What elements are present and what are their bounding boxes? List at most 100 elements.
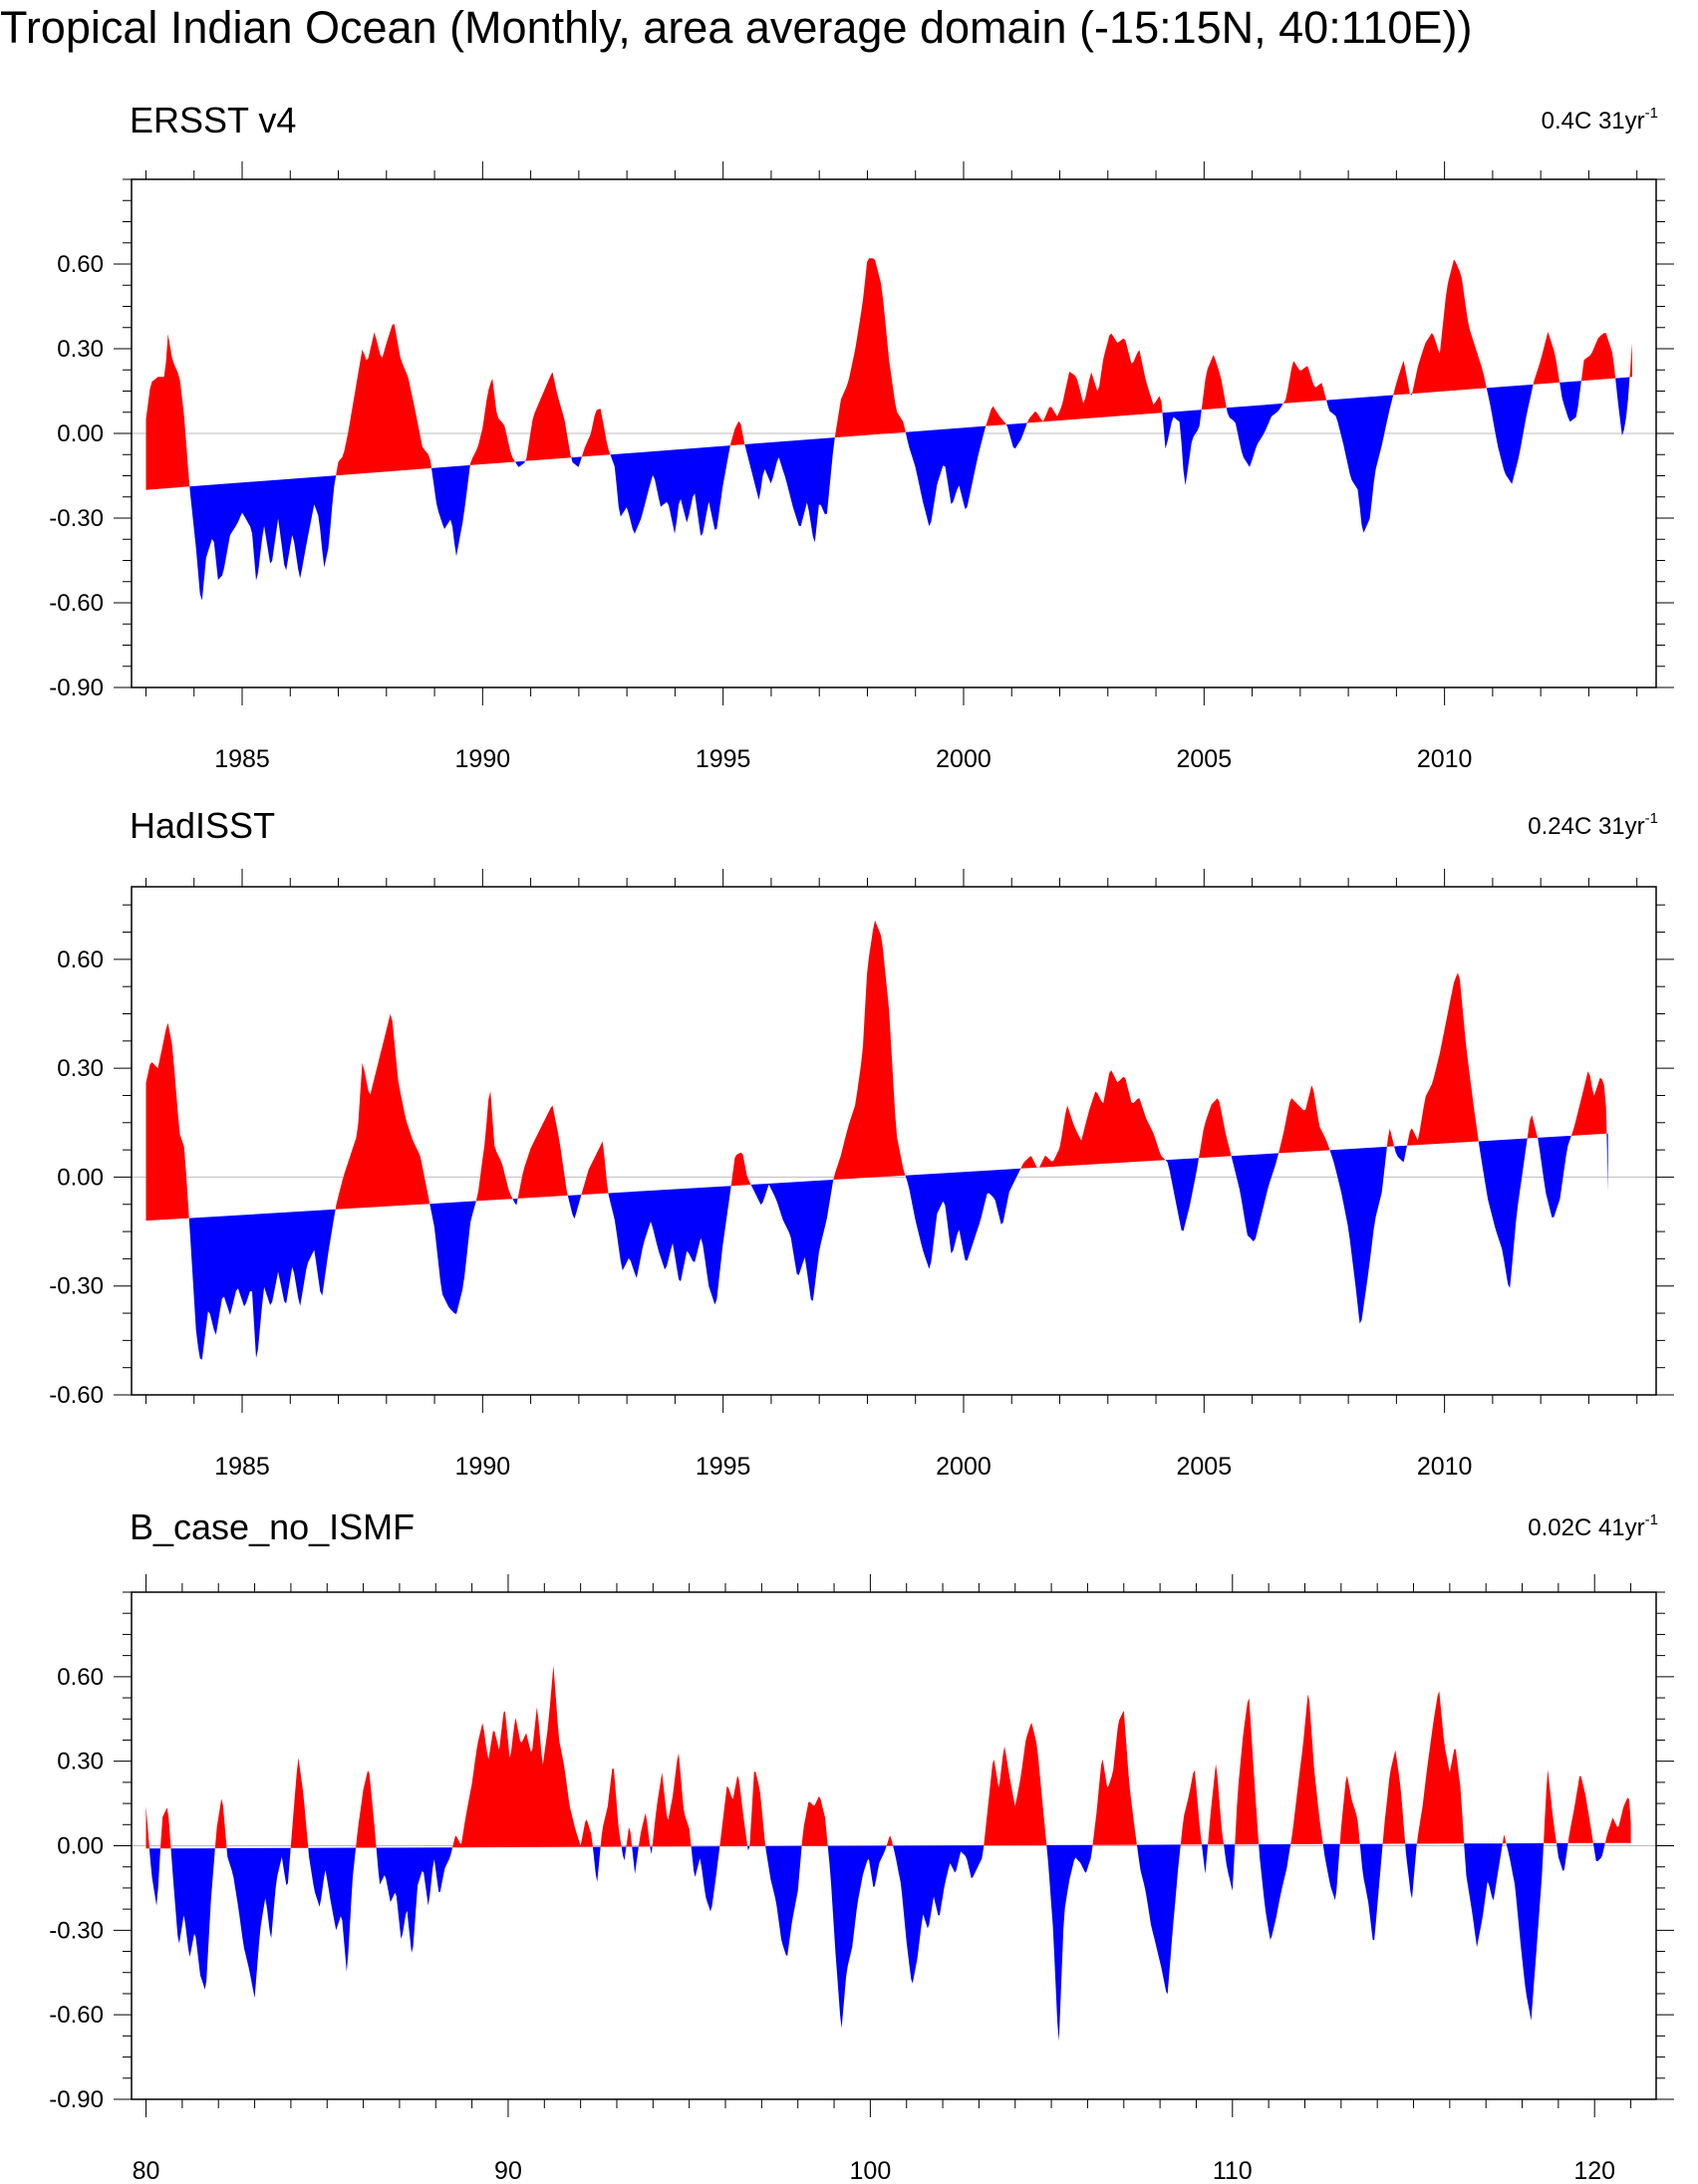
trend-label: 0.4C 31yr-1 (1542, 105, 1658, 135)
negative-anomaly-area (1359, 1843, 1383, 1941)
positive-anomaly-area (160, 1807, 171, 1849)
negative-anomaly-area (750, 1180, 834, 1301)
negative-anomaly-area (905, 425, 987, 527)
panel-ersst: ERSST v4 0.4C 31yr-1 0.60 0.30 0.00 -0.30 -0… (49, 100, 1674, 773)
positive-anomaly-area (1544, 1770, 1556, 1843)
positive-anomaly-area (1026, 333, 1163, 423)
negative-anomaly-area (744, 437, 835, 543)
x-tick-label: 1995 (696, 1453, 751, 1481)
panel-title: HadISST (130, 805, 275, 846)
negative-anomaly-area (1329, 1146, 1387, 1324)
positive-anomaly-area (452, 1665, 593, 1848)
x-tick-label: 90 (494, 2157, 522, 2184)
negative-anomaly-area (1259, 1844, 1291, 1940)
negative-anomaly-area (608, 1186, 731, 1305)
positive-anomaly-area (719, 1775, 748, 1847)
negative-anomaly-area (226, 1847, 291, 1999)
negative-anomaly-area (567, 1195, 582, 1220)
negative-anomaly-area (610, 445, 730, 536)
positive-anomaly-area (145, 1022, 189, 1222)
negative-anomaly-area (1410, 394, 1413, 396)
negative-anomaly-area (691, 1846, 720, 1912)
negative-anomaly-area (170, 1848, 215, 1990)
y-tick-label: 0.30 (57, 1055, 104, 1082)
y-tick-label: -0.60 (49, 1382, 104, 1409)
negative-anomaly-area (429, 1201, 476, 1314)
positive-anomaly-area (517, 1105, 568, 1199)
positive-anomaly-area (1278, 1085, 1330, 1154)
negative-anomaly-area (592, 1846, 601, 1882)
y-tick-label: 0.00 (57, 420, 104, 447)
positive-anomaly-area (1199, 1098, 1232, 1159)
positive-anomaly-area (1180, 1770, 1202, 1845)
positive-anomaly-area (356, 1771, 377, 1848)
negative-anomaly-area (189, 475, 337, 601)
positive-anomaly-area (886, 1835, 894, 1846)
positive-anomaly-area (336, 324, 431, 476)
x-tick-label: 2010 (1417, 745, 1473, 773)
x-tick-label: 1985 (214, 745, 270, 773)
positive-anomaly-area (1393, 361, 1410, 396)
negative-anomaly-area (893, 1845, 985, 1984)
y-tick-label: -0.60 (49, 2002, 104, 2029)
positive-anomaly-area (1201, 355, 1227, 410)
y-tick-label: 0.30 (57, 1749, 104, 1775)
positive-anomaly-area (652, 1753, 692, 1847)
positive-anomaly-area (1235, 1698, 1260, 1845)
positive-anomaly-area (1208, 1764, 1225, 1845)
panel-title: B_case_no_ISMF (130, 1506, 415, 1547)
y-tick-label: 0.00 (57, 1164, 104, 1191)
negative-anomaly-area (747, 1846, 750, 1851)
negative-anomaly-area (512, 1198, 518, 1206)
negative-anomaly-area (515, 460, 526, 467)
positive-anomaly-area (1339, 1775, 1360, 1844)
positive-anomaly-area (1502, 1834, 1507, 1844)
y-tick-label: -0.30 (49, 505, 104, 532)
panel-hadisst: HadISST 0.24C 31yr-1 0.60 0.30 0.00 -0.30 -0… (49, 805, 1674, 1481)
positive-anomaly-area (1416, 1691, 1465, 1844)
negative-anomaly-area (1538, 1135, 1571, 1218)
x-tick-label: 120 (1573, 2157, 1615, 2184)
positive-anomaly-area (1020, 1156, 1037, 1169)
negative-anomaly-area (621, 1846, 627, 1861)
positive-anomaly-area (525, 372, 572, 461)
positive-anomaly-area (1527, 1115, 1538, 1139)
positive-anomaly-area (1282, 361, 1327, 404)
figure-title: Tropical Indian Ocean (Monthly, area ave… (0, 2, 1473, 53)
y-tick-label: 0.00 (57, 1833, 104, 1860)
positive-anomaly-area (1092, 1710, 1137, 1845)
x-tick-label: 2000 (936, 745, 991, 773)
trend-text: 0.02C 41yr (1528, 1514, 1644, 1541)
positive-anomaly-area (469, 379, 515, 465)
negative-anomaly-area (188, 1209, 336, 1360)
negative-anomaly-area (1394, 1145, 1407, 1163)
y-tick-label: 0.60 (57, 251, 104, 278)
trend-superscript: -1 (1645, 810, 1658, 827)
plot-frame (131, 886, 1657, 1396)
trend-label: 0.02C 41yr-1 (1528, 1511, 1658, 1541)
x-tick-label: 1990 (455, 745, 511, 773)
x-tick-label: 1995 (696, 745, 751, 773)
panel-b-case-no-ismf: B_case_no_ISMF 0.02C 41yr-1 0.60 0.30 0.00… (49, 1506, 1674, 2184)
x-tick-label: 2005 (1176, 1453, 1232, 1481)
negative-anomaly-area (1136, 1844, 1181, 1995)
negative-anomaly-area (1046, 1844, 1093, 2042)
negative-anomaly-area (905, 1168, 1021, 1269)
y-tick-label: 0.60 (57, 947, 104, 973)
negative-anomaly-area (1592, 1842, 1605, 1862)
positive-anomaly-area (1382, 1750, 1406, 1844)
negative-anomaly-area (1615, 377, 1630, 436)
positive-anomaly-area (834, 258, 906, 438)
positive-anomaly-area (1386, 1128, 1395, 1147)
positive-anomaly-area (581, 1141, 609, 1196)
positive-anomaly-area (145, 1805, 149, 1849)
positive-anomaly-area (600, 1769, 622, 1847)
negative-anomaly-area (1036, 1167, 1039, 1169)
negative-anomaly-area (1322, 1843, 1340, 1901)
negative-anomaly-area (827, 1845, 887, 2029)
negative-anomaly-area (632, 1846, 639, 1874)
positive-anomaly-area (749, 1772, 766, 1846)
y-tick-label: -0.90 (49, 2086, 104, 2113)
negative-anomaly-area (1486, 384, 1534, 484)
